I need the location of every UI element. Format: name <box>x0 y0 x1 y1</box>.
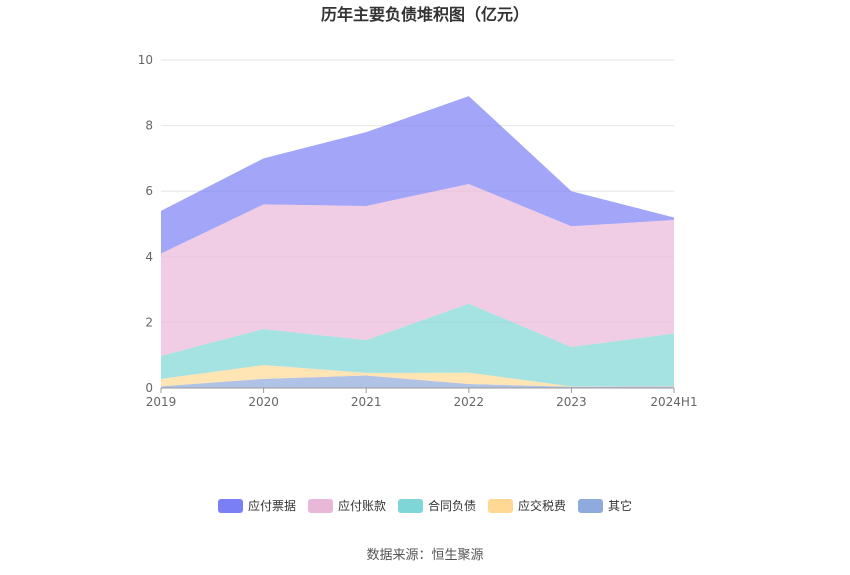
legend-swatch <box>218 499 243 513</box>
axes: 0 2 4 6 8 10 2019 2020 2021 2022 2023 2024H1 <box>138 53 698 409</box>
legend-label: 合同负债 <box>428 498 476 513</box>
legend-label: 应交税费 <box>518 498 566 513</box>
legend-item-e585b6e5ae83[interactable]: 其它 <box>578 498 632 513</box>
y-tick-label: 10 <box>138 53 153 67</box>
area-e585b6e5ae83 <box>161 375 674 388</box>
y-tick-label: 4 <box>145 250 153 264</box>
x-tick-label: 2022 <box>454 395 485 409</box>
legend-item-e59088e5908ce8b49fe580ba[interactable]: 合同负债 <box>398 498 476 513</box>
legend-swatch <box>488 499 513 513</box>
x-tick-label: 2023 <box>556 395 587 409</box>
x-tick-label: 2019 <box>146 395 177 409</box>
y-tick-label: 2 <box>145 315 153 329</box>
area-e5ba94e4bb98e8b4a6e6acbe <box>161 183 674 356</box>
y-tick-label: 0 <box>145 381 153 395</box>
legend-item-e5ba94e4baa4e7a88ee8b4b9[interactable]: 应交税费 <box>488 498 566 513</box>
legend-swatch <box>578 499 603 513</box>
data-source-note: 数据来源：恒生聚源 <box>366 548 483 563</box>
legend-label: 应付票据 <box>248 498 296 513</box>
area-series <box>161 96 674 388</box>
x-tick-label: 2021 <box>351 395 382 409</box>
x-tick-label: 2024H1 <box>650 395 697 409</box>
y-tick-label: 6 <box>145 184 153 198</box>
legend-item-e5ba94e4bb98e7a5a8e68dae[interactable]: 应付票据 <box>218 498 296 513</box>
legend-swatch <box>398 499 423 513</box>
area-e59088e5908ce8b49fe580ba <box>161 303 674 387</box>
area-e5ba94e4bb98e7a5a8e68dae <box>161 96 674 254</box>
legend-label: 应付账款 <box>338 498 386 513</box>
chart-title: 历年主要负债堆积图（亿元） <box>321 5 529 24</box>
x-tick-label: 2020 <box>248 395 279 409</box>
legend-swatch <box>308 499 333 513</box>
legend-label: 其它 <box>608 498 632 513</box>
legend: 应付票据 应付账款 合同负债 应交税费 其它 <box>218 498 632 513</box>
legend-item-e5ba94e4bb98e8b4a6e6acbe[interactable]: 应付账款 <box>308 498 386 513</box>
y-tick-label: 8 <box>145 119 153 133</box>
area-e5ba94e4baa4e7a88ee8b4b9 <box>161 365 674 387</box>
